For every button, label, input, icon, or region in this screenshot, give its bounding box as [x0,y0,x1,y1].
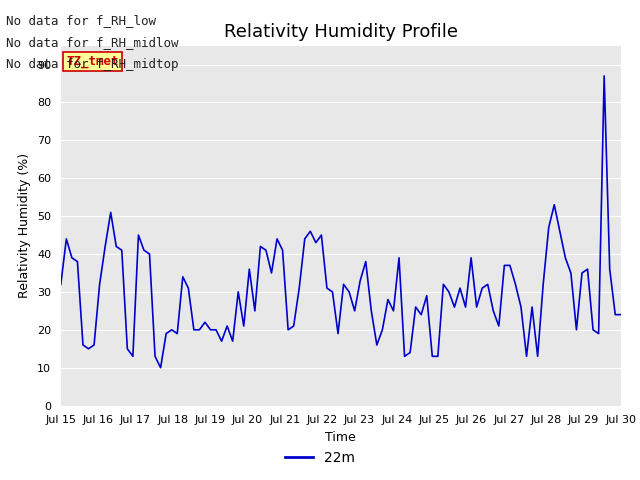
Text: TZ_tmet: TZ_tmet [67,55,119,68]
Text: No data for f_RH_midlow: No data for f_RH_midlow [6,36,179,49]
X-axis label: Time: Time [325,431,356,444]
Text: No data for f_RH_low: No data for f_RH_low [6,14,156,27]
Title: Relativity Humidity Profile: Relativity Humidity Profile [224,23,458,41]
Text: No data for f_RH_midtop: No data for f_RH_midtop [6,58,179,71]
Legend: 22m: 22m [280,445,360,471]
Y-axis label: Relativity Humidity (%): Relativity Humidity (%) [19,153,31,298]
